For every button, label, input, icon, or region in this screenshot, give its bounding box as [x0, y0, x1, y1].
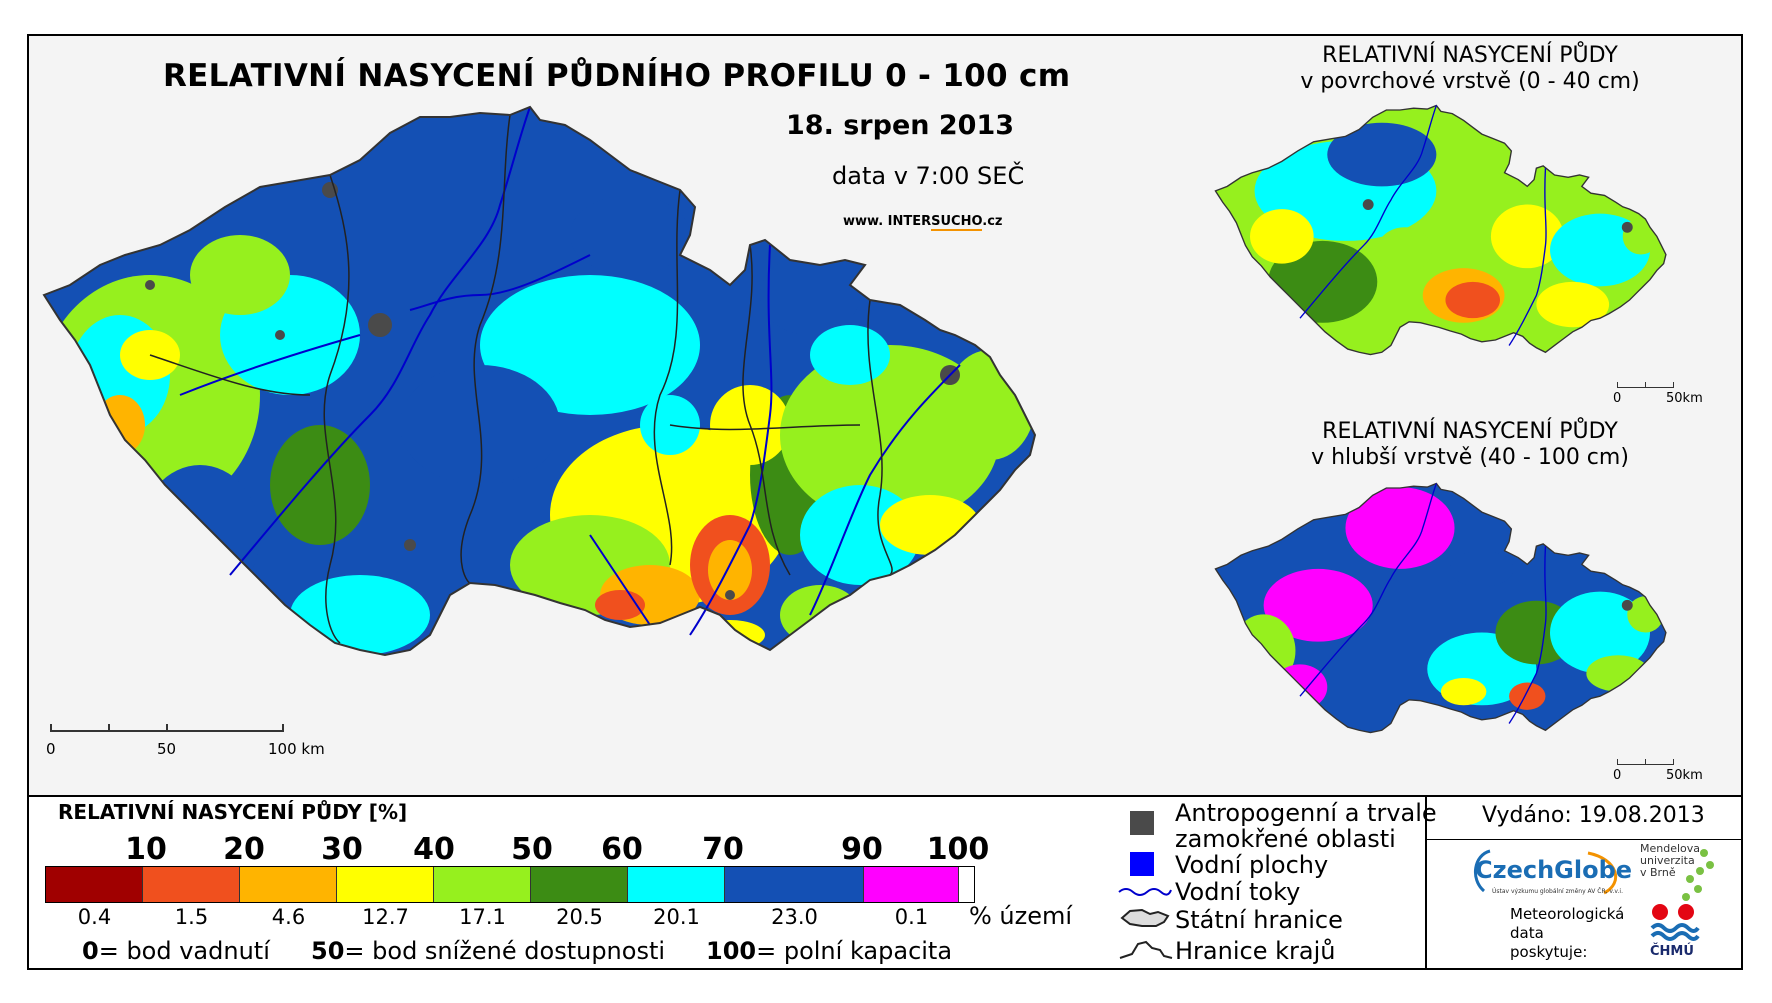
legend-share-value: 20.5	[556, 905, 603, 929]
inset-bottom-deep-saturation-map	[1214, 482, 1667, 734]
legend-share-value: 0.1	[894, 905, 929, 929]
main-map-time-note: data v 7:00 SEČ	[832, 162, 1025, 190]
website-link[interactable]: www. INTERSUCHO.cz	[843, 214, 1003, 231]
water-body-label: Vodní plochy	[1175, 851, 1329, 879]
main-soil-saturation-map	[42, 105, 1037, 657]
inset-top-scale-bar	[1617, 382, 1677, 390]
legend-tick-label: 30	[321, 832, 363, 867]
legend-color-segment	[46, 867, 143, 902]
legend-tick-label: 10	[125, 832, 167, 867]
anthropogenic-area-label-line1: Antropogenní a trvale	[1175, 799, 1437, 827]
definition-text: = bod vadnutí	[98, 937, 270, 965]
definition-value: 0	[82, 937, 99, 965]
mendel-line2: univerzita	[1640, 854, 1695, 867]
inset-top-surface-saturation-map	[1214, 104, 1667, 356]
legend-color-segment	[434, 867, 531, 902]
main-scale-bar	[50, 724, 330, 738]
legend-color-segment	[143, 867, 240, 902]
legend-color-segment	[531, 867, 628, 902]
mendel-university-logo: Mendelova univerzita v Brně	[1640, 843, 1700, 879]
inset-top-title-line1: RELATIVNÍ NASYCENÍ PŮDY	[1322, 43, 1618, 68]
state-border-label: Státní hranice	[1175, 906, 1343, 934]
legend-tick-label: 50	[511, 832, 553, 867]
inset-bottom-title-line2: v hlubší vrstvě (40 - 100 cm)	[1311, 445, 1629, 470]
website-suffix: .cz	[982, 214, 1003, 229]
definition-value: 100	[706, 937, 757, 965]
mendel-line1: Mendelova	[1640, 842, 1701, 855]
anthropogenic-area-label-line2: zamokřené oblasti	[1175, 825, 1396, 853]
mendel-line3: v Brně	[1640, 866, 1676, 879]
legend-title: RELATIVNÍ NASYCENÍ PŮDY [%]	[58, 800, 408, 824]
issued-date: Vydáno: 19.08.2013	[1482, 803, 1705, 828]
legend-tick-label: 20	[223, 832, 265, 867]
meteo-data-provider-note: Meteorologická data poskytuje:	[1510, 905, 1624, 962]
region-border-icon	[1119, 940, 1173, 959]
inset-top-scale-label-0: 0	[1613, 391, 1622, 406]
stream-icon	[1118, 888, 1172, 896]
legend-tick-label: 40	[413, 832, 455, 867]
legend-share-value: 17.1	[459, 905, 506, 929]
legend-color-segment	[337, 867, 434, 902]
legend-tick-label: 100	[926, 832, 990, 867]
inset-bottom-title-line1: RELATIVNÍ NASYCENÍ PŮDY	[1322, 419, 1618, 444]
legend-color-segment	[725, 867, 864, 902]
czechglobe-logo-subtext: Ústav výzkumu globální změny AV ČR, v.v.…	[1492, 888, 1623, 895]
definition-wilting-point: 0= bod vadnutí	[82, 937, 270, 965]
definition-text: = bod snížené dostupnosti	[344, 937, 666, 965]
legend-share-value: 20.1	[653, 905, 700, 929]
legend-share-value: 0.4	[77, 905, 112, 929]
legend-tick-label: 90	[841, 832, 883, 867]
water-body-swatch	[1130, 852, 1154, 876]
definition-reduced-availability: 50= bod snížené dostupnosti	[311, 937, 665, 965]
meteo-line1: Meteorologická	[1510, 905, 1625, 923]
main-scale-label-0: 0	[46, 740, 56, 758]
state-border-icon	[1120, 908, 1170, 927]
legend-color-segment	[864, 867, 959, 902]
main-scale-label-50: 50	[157, 740, 177, 758]
inset-bottom-scale-label-0: 0	[1613, 768, 1622, 783]
legend-share-value: 1.5	[174, 905, 209, 929]
stream-label: Vodní toky	[1175, 878, 1301, 906]
legend-share-value: 12.7	[362, 905, 409, 929]
legend-divider	[1425, 795, 1427, 970]
legend-color-bar	[45, 866, 975, 903]
legend-color-segment	[628, 867, 725, 902]
inset-bottom-scale-bar	[1617, 759, 1677, 767]
anthropogenic-area-swatch	[1130, 811, 1154, 835]
inset-bottom-scale-label-50: 50km	[1666, 768, 1703, 783]
czechglobe-logo-icon	[1474, 849, 1617, 895]
meteo-line3: poskytuje:	[1510, 943, 1588, 961]
main-scale-label-100: 100 km	[268, 740, 325, 758]
chmu-logo-icon	[1650, 904, 1700, 941]
legend-share-value: 23.0	[771, 905, 818, 929]
region-border-label: Hranice krajů	[1175, 937, 1336, 965]
website-prefix: www. INTER	[843, 214, 932, 229]
definition-value: 50	[311, 937, 345, 965]
mendel-dots-icon	[1682, 849, 1714, 901]
inset-top-title-line2: v povrchové vrstvě (0 - 40 cm)	[1300, 69, 1640, 94]
legend-tick-label: 70	[702, 832, 744, 867]
main-map-date: 18. srpen 2013	[786, 110, 1015, 141]
issued-box	[1427, 797, 1741, 840]
legend-share-value: 4.6	[271, 905, 306, 929]
legend-tick-label: 60	[601, 832, 643, 867]
main-map-title: RELATIVNÍ NASYCENÍ PŮDNÍHO PROFILU 0 - 1…	[163, 58, 1071, 94]
definition-text: = polní kapacita	[756, 937, 953, 965]
legend-color-segment	[240, 867, 337, 902]
website-highlight: SUCHO	[931, 214, 983, 231]
definition-field-capacity: 100= polní kapacita	[706, 937, 952, 965]
inset-top-scale-label-50: 50km	[1666, 391, 1703, 406]
legend-share-unit: % území	[969, 902, 1073, 930]
meteo-line2: data	[1510, 924, 1544, 942]
chmu-logo-text: ČHMÚ	[1650, 944, 1694, 959]
czechglobe-logo-text: CzechGlobe	[1475, 856, 1633, 884]
